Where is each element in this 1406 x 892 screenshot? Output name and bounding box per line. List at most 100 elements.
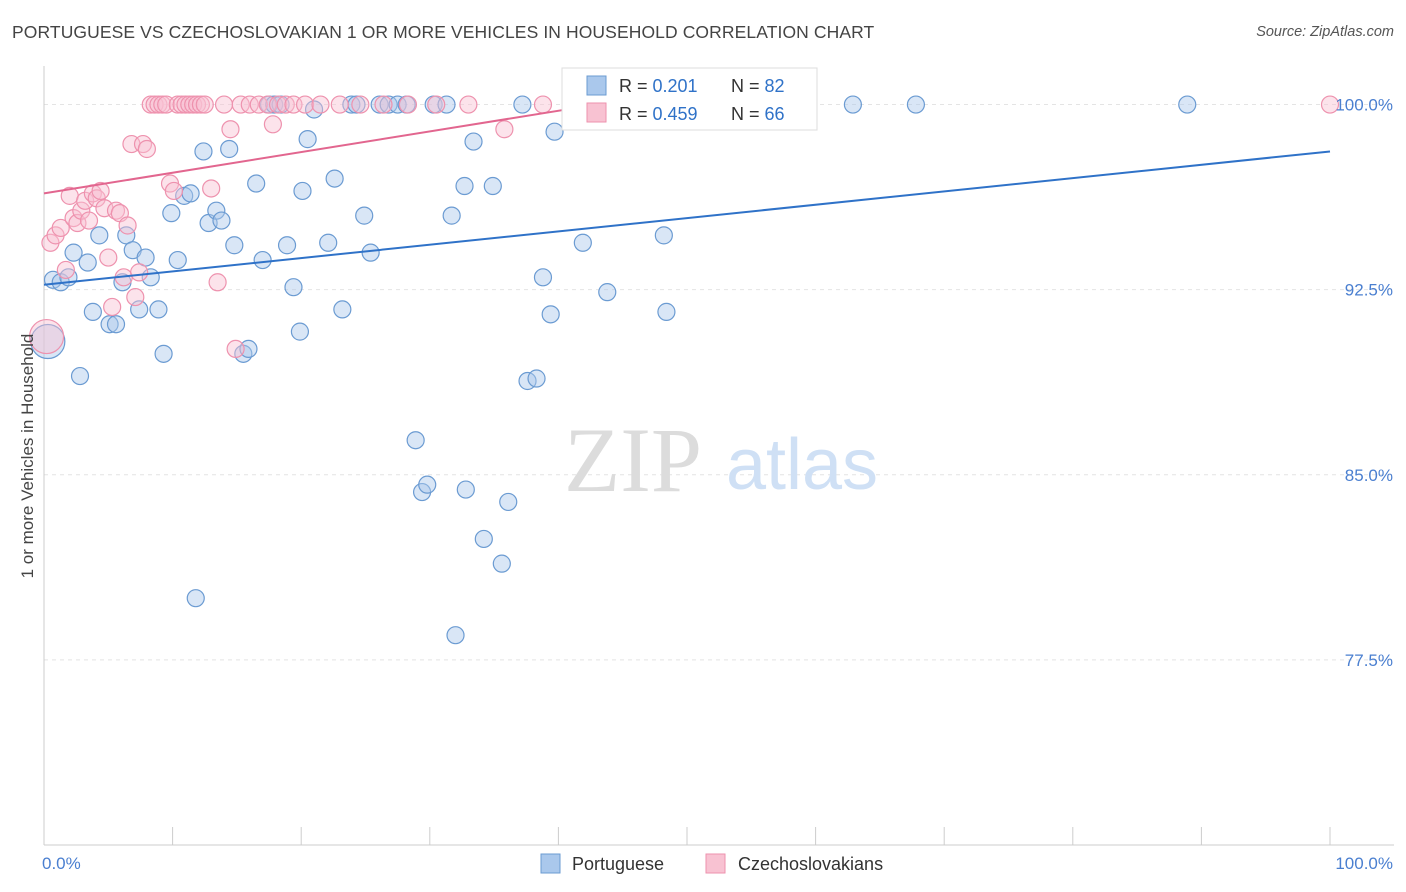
point-czechoslovakians	[459, 95, 478, 114]
x-tick-labels: 0.0% 100.0%	[42, 854, 1393, 873]
watermark: ZIP atlas	[564, 409, 878, 511]
trend-line-czechoslovakians	[43, 103, 598, 195]
legend-label-czechoslovakians[interactable]: Czechoslovakians	[738, 854, 883, 874]
y-tick-label: 100.0%	[1335, 96, 1393, 115]
point-czechoslovakians	[130, 263, 149, 282]
y-tick-label: 92.5%	[1345, 281, 1393, 300]
y-tick-labels: 100.0% 92.5% 85.0% 77.5%	[1335, 96, 1393, 670]
point-portuguese	[319, 233, 338, 252]
point-czechoslovakians	[398, 95, 418, 114]
point-czechoslovakians	[103, 297, 122, 317]
trend-lines	[43, 103, 1331, 286]
point-portuguese	[186, 589, 205, 608]
point-portuguese	[418, 475, 437, 494]
svg-text:R = 0.459: R = 0.459	[619, 104, 698, 124]
point-czechoslovakians	[126, 287, 145, 307]
point-portuguese	[456, 480, 475, 499]
point-portuguese	[355, 206, 374, 225]
axes	[43, 66, 1394, 846]
point-czechoslovakians	[191, 95, 210, 114]
point-portuguese	[843, 95, 862, 114]
x-tick-label: 100.0%	[1335, 854, 1393, 873]
point-portuguese	[207, 201, 226, 220]
y-tick-label: 77.5%	[1345, 651, 1393, 670]
stats-swatch-czechoslovakians	[586, 102, 607, 123]
point-portuguese	[90, 226, 109, 245]
legend-label-portuguese[interactable]: Portuguese	[572, 854, 664, 874]
stats-n-label: N =	[731, 104, 765, 124]
point-czechoslovakians	[153, 95, 172, 114]
point-portuguese	[247, 174, 266, 193]
point-portuguese	[284, 278, 303, 297]
point-portuguese	[220, 139, 239, 159]
point-portuguese	[455, 176, 474, 196]
point-czechoslovakians	[118, 216, 137, 235]
trend-line-portuguese	[43, 150, 1331, 286]
point-portuguese	[290, 322, 310, 341]
point-portuguese	[293, 181, 312, 201]
point-czechoslovakians	[164, 181, 183, 201]
stats-r-value-portuguese: 0.201	[653, 76, 698, 96]
stats-swatch-portuguese	[586, 75, 607, 96]
point-portuguese	[106, 315, 126, 334]
stats-legend: R = 0.201 N = 82 R = 0.459 N = 66	[561, 67, 818, 131]
stats-r-label: R =	[619, 104, 653, 124]
point-portuguese	[483, 176, 502, 196]
chart-source: Source: ZipAtlas.com	[1256, 24, 1394, 40]
point-portuguese	[442, 206, 461, 225]
series-legend: Portuguese Czechoslovakians	[540, 853, 883, 874]
point-portuguese	[474, 529, 493, 549]
point-portuguese	[361, 243, 380, 262]
point-portuguese	[406, 431, 425, 450]
gridlines	[44, 104, 1394, 661]
legend-swatch-portuguese[interactable]	[540, 853, 561, 874]
point-czechoslovakians	[214, 95, 234, 114]
point-portuguese	[437, 95, 456, 114]
legend-swatch-czechoslovakians[interactable]	[705, 853, 726, 874]
point-czechoslovakians	[208, 273, 227, 292]
point-portuguese	[541, 305, 560, 324]
point-czechoslovakians	[56, 260, 75, 280]
point-portuguese	[598, 283, 617, 302]
watermark-zip: ZIP	[564, 409, 702, 511]
point-portuguese	[499, 492, 518, 512]
watermark-atlas: atlas	[726, 425, 878, 505]
point-czechoslovakians	[427, 95, 446, 114]
point-czechoslovakians	[226, 339, 245, 359]
point-czechoslovakians	[99, 248, 118, 267]
point-czechoslovakians	[374, 95, 393, 114]
point-czechoslovakians	[137, 139, 156, 159]
stats-r-label: R =	[619, 76, 653, 96]
point-portuguese	[906, 95, 926, 114]
x-tick-label: 0.0%	[42, 854, 81, 873]
point-portuguese	[298, 130, 317, 149]
point-portuguese	[464, 132, 483, 151]
point-czechoslovakians	[221, 120, 240, 139]
point-portuguese	[446, 626, 465, 645]
point-portuguese	[277, 236, 297, 255]
stats-n-value-portuguese: 82	[765, 76, 785, 96]
point-czechoslovakians	[202, 179, 221, 198]
point-czechoslovakians	[276, 95, 295, 114]
data-points	[28, 95, 1340, 645]
point-portuguese	[168, 250, 187, 270]
point-czechoslovakians	[295, 95, 315, 114]
stats-n-value-czechoslovakians: 66	[765, 104, 785, 124]
point-portuguese	[1178, 95, 1197, 114]
point-portuguese	[149, 300, 168, 319]
point-czechoslovakians	[149, 95, 168, 114]
point-czechoslovakians	[187, 95, 207, 114]
point-portuguese	[194, 142, 213, 161]
point-portuguese	[70, 366, 90, 386]
point-portuguese	[212, 211, 231, 230]
point-czechoslovakians	[263, 115, 283, 134]
point-portuguese	[545, 122, 564, 141]
y-axis-label: 1 or more Vehicles in Household	[18, 334, 37, 579]
point-portuguese	[333, 300, 352, 319]
point-portuguese	[154, 344, 173, 363]
point-portuguese	[225, 236, 244, 255]
point-czechoslovakians	[79, 211, 99, 230]
point-czechoslovakians	[76, 191, 95, 210]
y-tick-label: 85.0%	[1345, 466, 1393, 485]
